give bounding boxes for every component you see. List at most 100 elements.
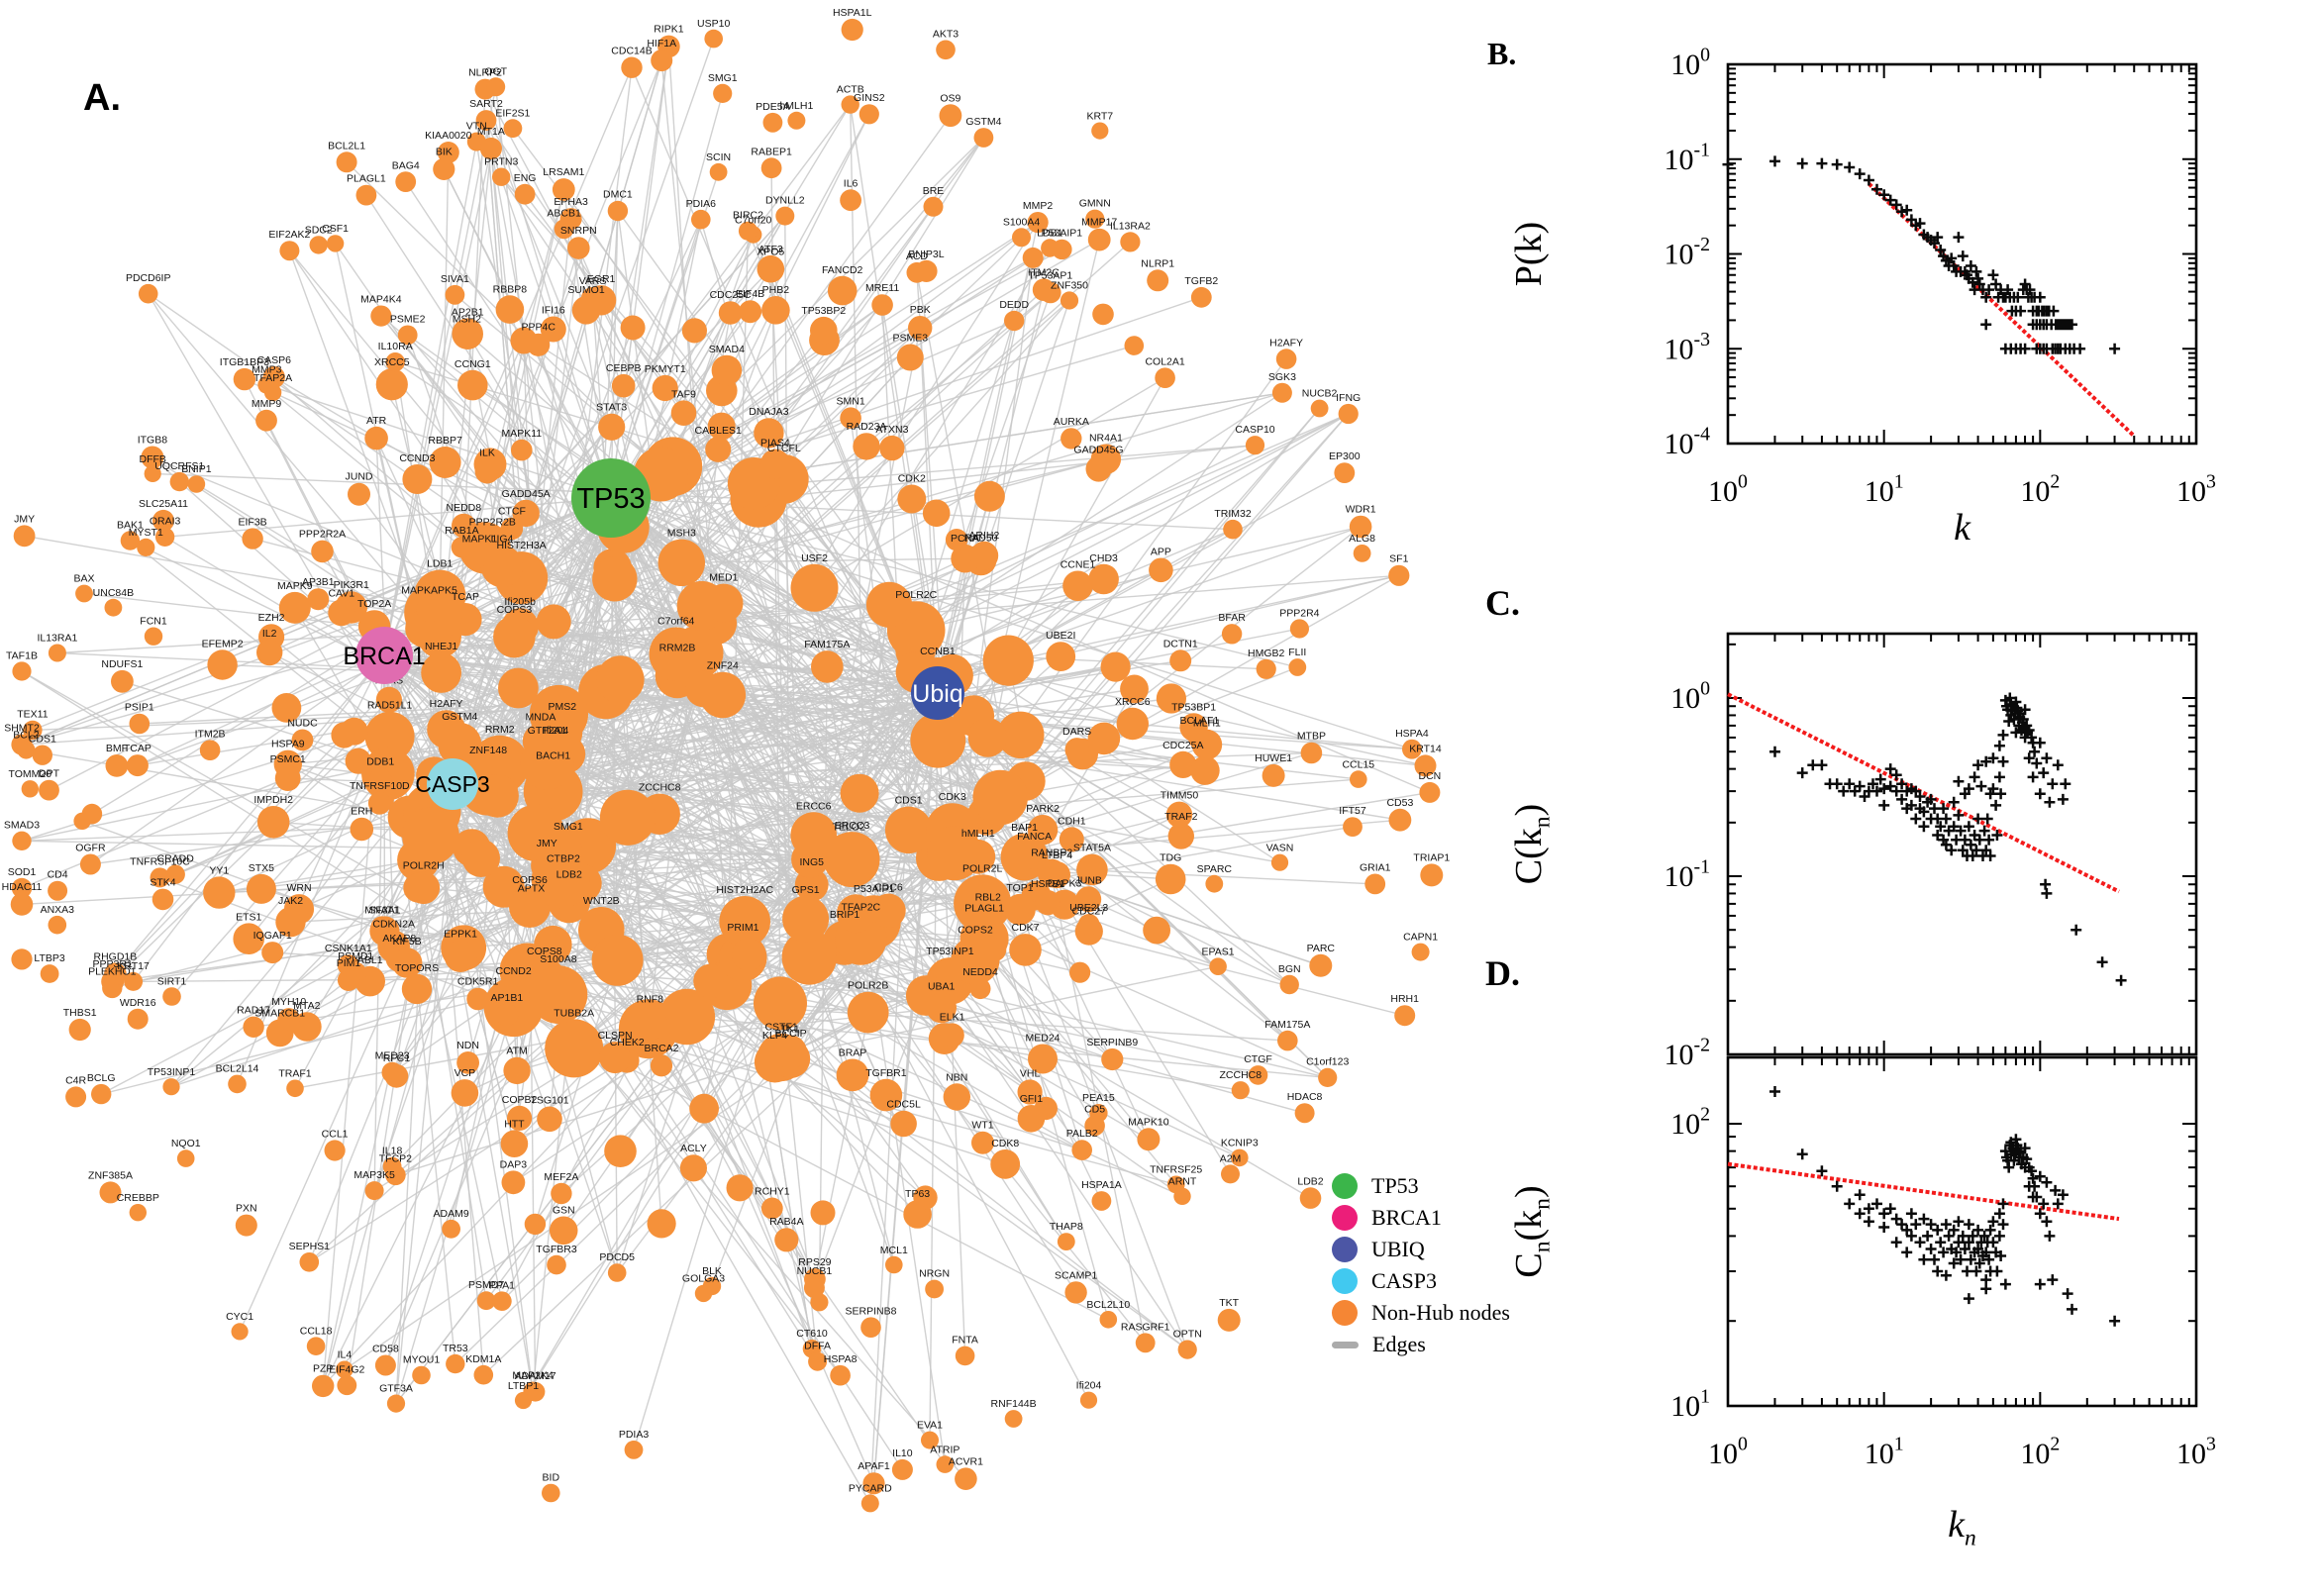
gene-label: IL10 (892, 1447, 913, 1459)
tick-label: 102 (1670, 1104, 1710, 1142)
non-hub-node (1143, 916, 1170, 945)
non-hub-node (138, 283, 158, 304)
tick-label: 101 (1865, 471, 1904, 509)
gene-label: DDB1 (366, 755, 394, 767)
non-hub-node (1270, 853, 1289, 871)
gene-label: POLR2B (848, 980, 888, 992)
non-hub-node (982, 938, 1007, 962)
non-hub-node (773, 1035, 807, 1069)
non-hub-node (997, 711, 1045, 758)
gene-label: CDC27 (1072, 906, 1107, 918)
gene-label: TUBB2A (554, 1007, 594, 1019)
gene-label: CASP6 (257, 354, 292, 366)
non-hub-node (1084, 1115, 1105, 1137)
gene-label: PLAGL1 (347, 173, 386, 185)
gene-label: MLH1 (1193, 718, 1221, 730)
non-hub-node (592, 556, 638, 602)
y-axis-label: C(kn) (1508, 804, 1555, 884)
non-hub-node (1248, 1065, 1268, 1085)
gene-label: NDN (456, 1040, 479, 1051)
x-axis-label: k (1954, 507, 1971, 549)
non-hub-node (486, 77, 506, 97)
gene-label: IMPDH2 (253, 794, 293, 806)
non-hub-node (599, 789, 656, 846)
non-hub-node (243, 1016, 264, 1039)
gene-label: CTCFL (767, 443, 801, 454)
non-hub-node (982, 635, 1034, 686)
gene-label: CDK7 (1011, 922, 1039, 934)
gene-label: USP10 (697, 18, 730, 30)
gene-label: C1orf123 (1306, 1056, 1349, 1068)
non-hub-node (1221, 624, 1243, 645)
gene-label: LRSAM1 (543, 166, 584, 178)
gene-labels: TP53INP1 P53AIP1 TCAP Ifi204 H2AFY SMG1 ZCCHC8… (2, 7, 1451, 1495)
non-hub-node (1167, 823, 1195, 849)
gene-label: FAM175A (804, 639, 850, 650)
non-hub-node (649, 627, 703, 681)
gene-label: RPS29 (798, 1256, 831, 1268)
gene-label: SGK3 (1268, 371, 1296, 383)
gene-label: EZH2 (258, 612, 285, 624)
gene-label: TRAF1 (278, 1068, 311, 1080)
non-hub-node (1071, 1140, 1092, 1160)
gene-label: PPP2R2A (299, 529, 346, 541)
gene-label: BID (543, 1472, 560, 1484)
non-hub-node (1046, 642, 1076, 671)
non-hub-node (591, 934, 644, 986)
non-hub-node (475, 110, 497, 131)
tick-label: 103 (2176, 471, 2216, 509)
non-hub-node (1420, 863, 1444, 887)
non-hub-node (350, 817, 374, 842)
hub-nodes: TP53 BRCA1 Ubiq CASP3 (343, 458, 964, 810)
non-hub-node (580, 286, 605, 311)
non-hub-node (233, 923, 264, 954)
gene-label: CSF1 (322, 223, 349, 235)
tick-label: 10-1 (1665, 856, 1710, 894)
gene-label: APP (1151, 547, 1171, 558)
legend-item-non_hub: Non-Hub nodes (1332, 1297, 1510, 1329)
non-hub-node (762, 112, 783, 133)
non-hub-node (386, 1394, 406, 1413)
non-hub-node (681, 318, 708, 344)
gene-label: CDC14B (611, 46, 652, 57)
gene-label: MAPK10 (1128, 1116, 1169, 1128)
gene-label: CT610 (796, 1328, 828, 1340)
non-hub-node (503, 1056, 531, 1085)
non-hub-node (444, 940, 477, 972)
gene-label: MNAT1 (364, 904, 399, 916)
gene-label: TGFBR3 (536, 1244, 577, 1255)
non-hub-node (364, 1181, 384, 1201)
gene-label: ERCC3 (835, 820, 870, 832)
gene-label: S100A8 (540, 953, 577, 965)
chart-panel-b: 100 10-1 10-2 10-3 10-4 100 101 102 103 k P(k) (1508, 45, 2216, 549)
gene-label: JUND (346, 471, 373, 483)
non-hub-node (452, 318, 484, 350)
legend-item-label: UBIQ (1371, 1237, 1425, 1261)
gene-label: PBK (910, 304, 931, 316)
gene-label: SERPINB8 (846, 1305, 897, 1317)
gene-label: IL6 (844, 177, 858, 189)
gene-label: LIG4 (491, 534, 514, 546)
non-hub-node (759, 257, 782, 280)
gene-label: RAD51L1 (367, 700, 413, 712)
gene-label: CDS1 (895, 795, 923, 807)
non-hub-node (719, 896, 770, 948)
non-hub-node (1169, 649, 1192, 672)
gene-label: RNF144B (991, 1398, 1037, 1410)
gene-label: DPT (39, 768, 60, 780)
non-hub-node (274, 765, 301, 791)
gene-label: ZCCHC8 (1220, 1069, 1262, 1081)
non-hub-node (1173, 1187, 1191, 1206)
gene-label: IL2 (262, 628, 277, 640)
non-hub-node (1060, 428, 1082, 449)
non-hub-node (884, 806, 933, 853)
gene-label: DNAJA3 (749, 406, 788, 418)
non-hub-node (545, 1019, 604, 1078)
gene-label: PRTN3 (484, 156, 518, 168)
gene-label: LDB2 (1297, 1175, 1323, 1187)
gene-label: TCAP (452, 591, 479, 603)
gene-label: HIST2H2AC (716, 884, 773, 896)
non-hub-node (32, 745, 52, 765)
non-hub-node (704, 29, 723, 49)
non-hub-node (235, 1214, 257, 1237)
